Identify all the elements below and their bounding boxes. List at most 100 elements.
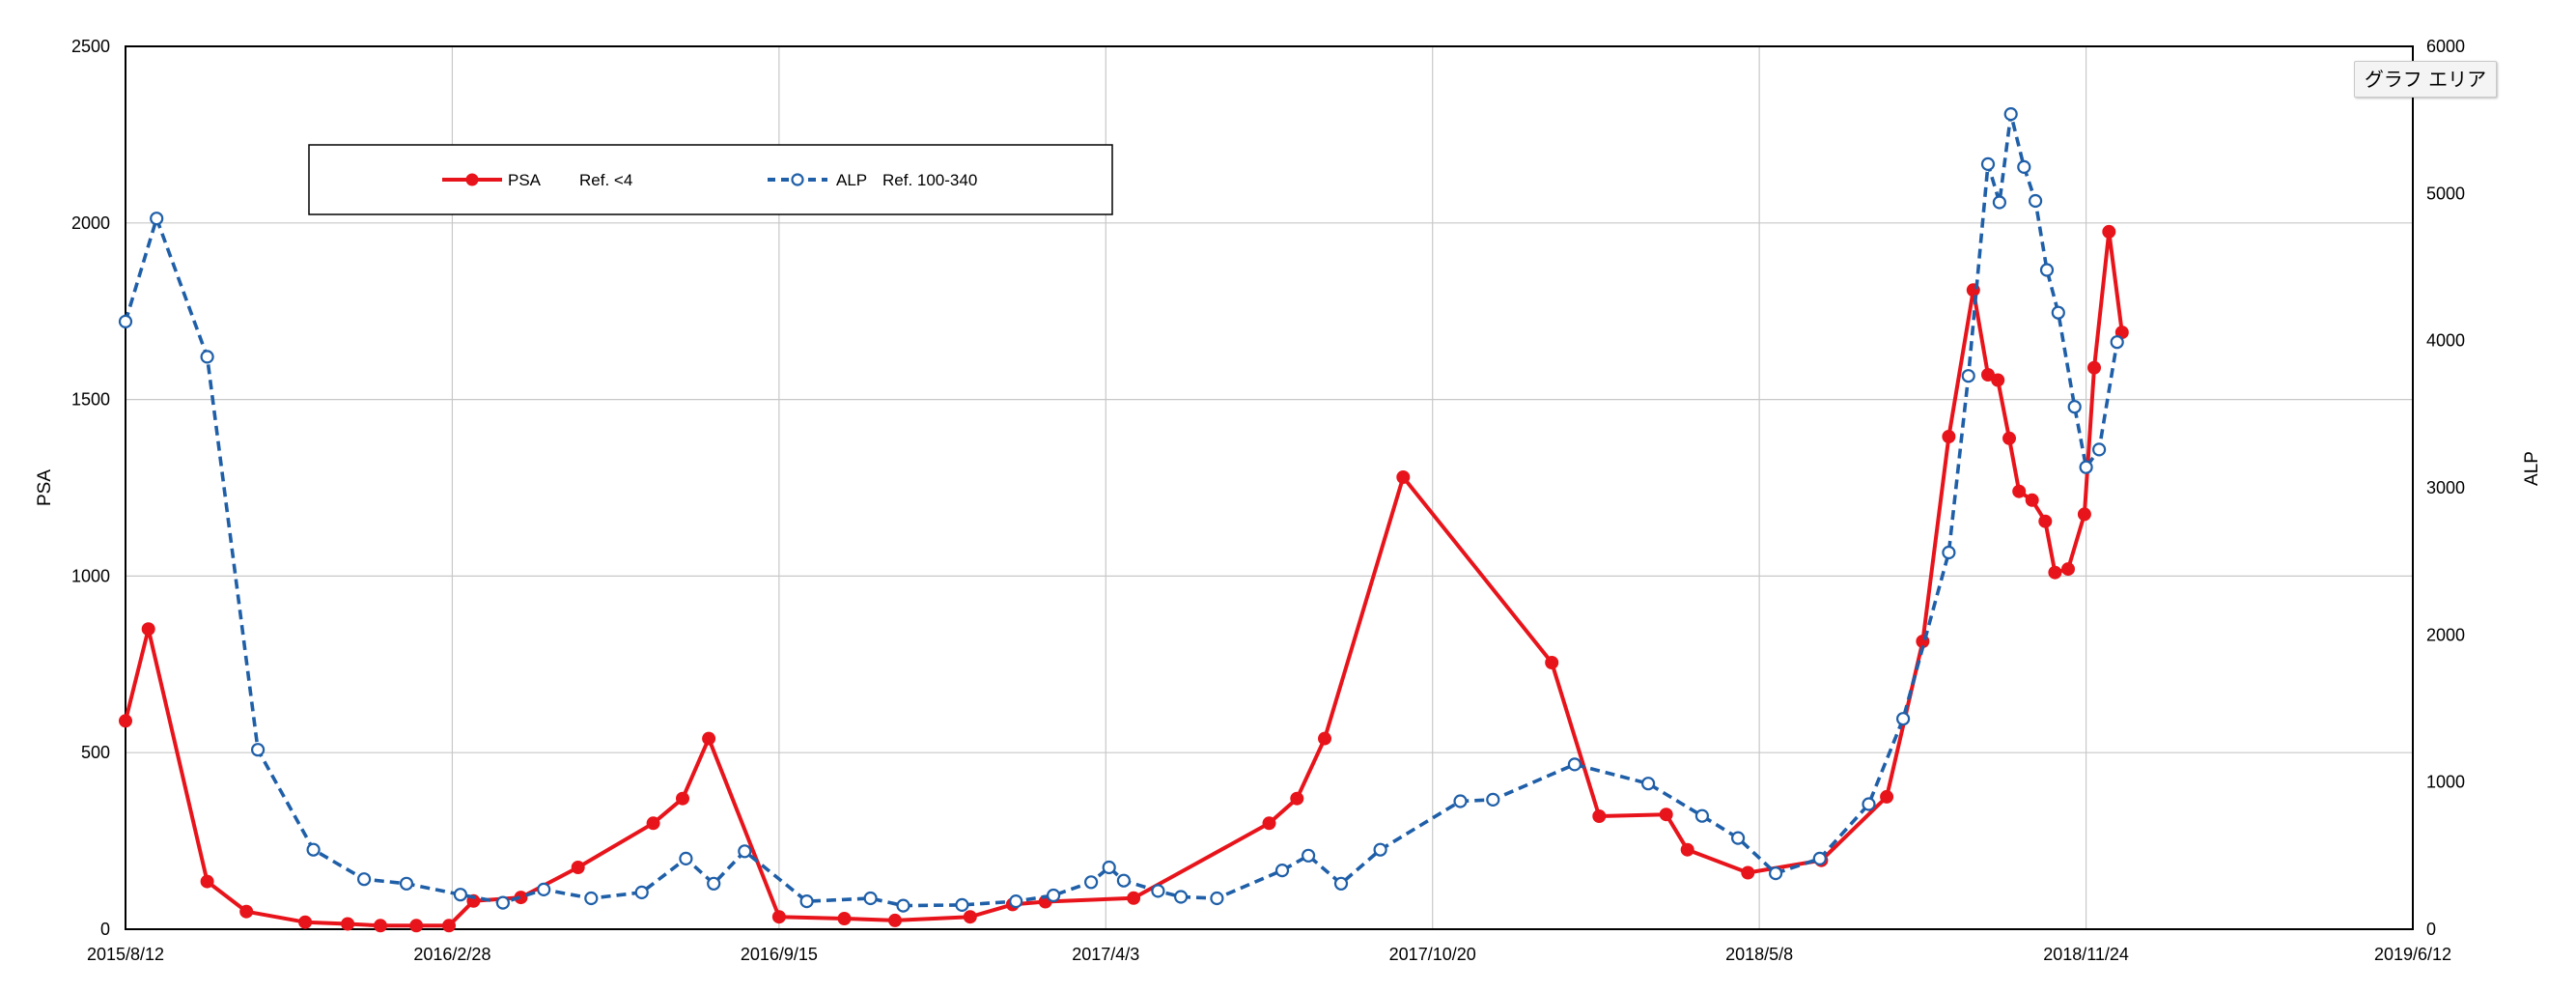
alp-point <box>1694 808 1710 823</box>
psa-point <box>676 791 689 806</box>
alp-point <box>251 743 266 757</box>
psa-point <box>2002 431 2016 445</box>
alp-point <box>1210 891 1224 906</box>
alp-point <box>1173 890 1189 904</box>
alp-point <box>1151 884 1165 898</box>
alp-point <box>799 893 814 909</box>
alp-point <box>2051 305 2065 320</box>
psa-point <box>646 816 660 831</box>
legend-alp-label: ALP <box>836 171 867 189</box>
alp-point <box>955 897 969 913</box>
y-tick-label: 500 <box>81 743 110 762</box>
alp-point <box>306 842 321 857</box>
psa-point <box>2038 514 2053 528</box>
alp-point <box>2017 159 2031 174</box>
psa-point <box>2048 565 2062 580</box>
psa-point <box>341 917 355 931</box>
alp-point <box>1486 792 1500 808</box>
alp-point <box>453 888 467 902</box>
x-tick-label: 2017/10/20 <box>1389 945 1476 964</box>
psa-point <box>1290 791 1304 806</box>
legend-psa-reference: Ref. <4 <box>579 171 632 189</box>
alp-point <box>1992 195 2006 210</box>
alp-point <box>1895 712 1911 726</box>
legend-box <box>308 144 1113 215</box>
alp-line <box>124 112 2119 908</box>
psa-point <box>888 913 902 927</box>
psa-point <box>2061 562 2075 577</box>
y-axis-title: PSA <box>35 469 55 506</box>
y-tick-label: 1500 <box>71 390 110 410</box>
alp-point <box>2092 442 2107 457</box>
psa-point <box>442 919 456 933</box>
psa-line <box>124 229 2124 928</box>
alp-point <box>1942 545 1956 560</box>
alp-point <box>1301 848 1316 863</box>
psa-point <box>1880 789 1894 804</box>
y-tick-label: 1000 <box>71 566 110 585</box>
alp-point <box>1453 794 1468 808</box>
y-tick-label: 0 <box>100 920 110 939</box>
psa-point <box>1991 373 2005 387</box>
alp-point <box>2039 263 2055 277</box>
y2-tick-label: 3000 <box>2426 478 2465 497</box>
legend-alp-reference: Ref. 100-340 <box>882 171 977 189</box>
x-tick-label: 2016/9/15 <box>741 945 818 964</box>
alp-point <box>1730 831 1746 845</box>
alp-point <box>1009 893 1023 909</box>
psa-point <box>702 731 716 746</box>
alp-point <box>2079 460 2093 474</box>
alp-point <box>584 891 599 906</box>
psa-point <box>1127 891 1141 905</box>
y-tick-label: 2500 <box>71 37 110 56</box>
alp-point <box>200 350 214 364</box>
psa-point <box>119 714 132 728</box>
alp-point <box>2110 335 2124 350</box>
legend-psa-label: PSA <box>508 171 542 189</box>
x-tick-label: 2018/11/24 <box>2043 945 2129 964</box>
alp-point <box>1862 797 1876 811</box>
psa-point <box>1318 731 1331 746</box>
y2-tick-label: 1000 <box>2426 773 2465 792</box>
psa-point <box>1592 809 1607 823</box>
alp-point <box>357 872 372 887</box>
legend-alp-marker <box>791 173 804 186</box>
series-psa <box>119 224 2129 933</box>
alp-point <box>1083 875 1099 890</box>
psa-point <box>298 915 313 929</box>
y2-tick-label: 2000 <box>2426 625 2465 644</box>
y-axis-tick-labels: 0 500 1000 1500 2000 2500 <box>71 37 110 939</box>
psa-point <box>1396 470 1411 484</box>
plot-area-border <box>125 45 2414 930</box>
psa-point <box>2102 224 2116 239</box>
psa-point <box>1659 808 1673 822</box>
x-axis-tick-labels: 2015/8/12 2016/2/28 2016/9/15 2017/4/3 2017/… <box>87 945 2451 964</box>
y2-tick-label: 6000 <box>2426 37 2465 56</box>
psa-point <box>1942 430 1956 443</box>
alp-point <box>896 898 910 913</box>
psa-point <box>1262 816 1276 831</box>
alp-point <box>118 314 133 328</box>
psa-point <box>1545 656 1559 669</box>
y2-axis-tick-labels: 0 1000 2000 3000 4000 5000 6000 <box>2426 37 2465 939</box>
x-tick-label: 2017/4/3 <box>1072 945 1139 964</box>
psa-point <box>409 919 424 933</box>
alp-point <box>2067 400 2082 414</box>
alp-point <box>707 876 721 891</box>
psa-point <box>771 910 786 924</box>
legend[interactable]: PSA Ref. <4 ALP Ref. 100-340 <box>308 144 1113 215</box>
alp-point <box>1046 888 1061 903</box>
alp-point <box>1640 777 1656 791</box>
alp-point <box>738 844 752 859</box>
alp-point <box>1102 860 1116 875</box>
alp-point <box>399 876 414 891</box>
x-tick-label: 2019/6/12 <box>2374 945 2451 964</box>
psa-point <box>2087 360 2101 375</box>
alp-point <box>1567 757 1582 772</box>
alp-point <box>634 885 649 900</box>
alp-point <box>863 891 878 906</box>
psa-point <box>963 910 977 924</box>
x-tick-label: 2015/8/12 <box>87 945 164 964</box>
